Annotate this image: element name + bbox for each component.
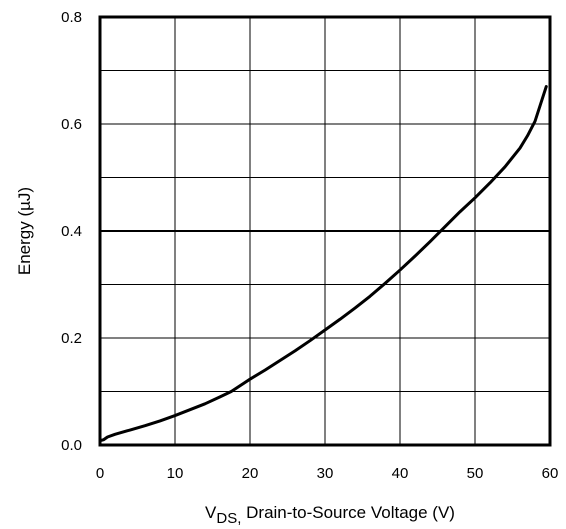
x-ticks: 0 10 20 30 40 50 60	[96, 465, 559, 482]
y-tick-label: 0.0	[61, 437, 82, 454]
x-tick-label: 50	[467, 465, 484, 482]
plot-frame	[98, 15, 552, 447]
y-tick-label: 0.6	[61, 116, 82, 133]
x-tick-label: 10	[167, 465, 184, 482]
x-tick-label: 30	[317, 465, 334, 482]
x-tick-label: 40	[392, 465, 409, 482]
y-tick-label: 0.4	[61, 223, 82, 240]
y-ticks: 0.0 0.2 0.4 0.6 0.8	[61, 9, 82, 454]
y-tick-label: 0.8	[61, 9, 82, 26]
x-tick-label: 0	[96, 465, 104, 482]
y-axis-label: Energy (µJ)	[15, 187, 34, 275]
x-axis-label-subscript: DS,	[216, 510, 241, 527]
grid-lines	[100, 17, 550, 445]
x-axis-label-main: V	[205, 503, 217, 522]
energy-curve	[98, 85, 548, 443]
x-axis-label-rest: Drain-to-Source Voltage (V)	[241, 503, 455, 522]
x-tick-label: 20	[242, 465, 259, 482]
y-tick-label: 0.2	[61, 330, 82, 347]
x-axis-label: VDS, Drain-to-Source Voltage (V)	[205, 503, 455, 527]
x-tick-label: 60	[542, 465, 559, 482]
